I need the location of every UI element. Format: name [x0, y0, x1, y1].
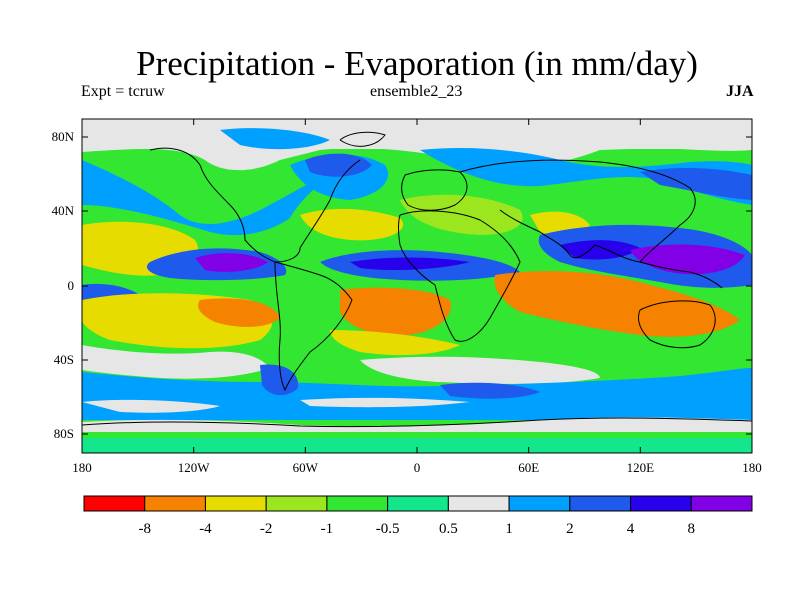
- field-southern-ocean-wet: [82, 368, 752, 420]
- field-southern-indian-wetter: [440, 382, 540, 399]
- lat-label: 40S: [54, 352, 74, 367]
- colorbar-swatch: [690, 495, 753, 512]
- lon-label: 180: [742, 460, 762, 475]
- colorbar-swatch: [447, 495, 510, 512]
- colorbar-label: -4: [199, 521, 212, 537]
- colorbar-label: -8: [138, 521, 151, 537]
- coastline-africa: [398, 210, 521, 342]
- coastline-asia: [459, 159, 696, 263]
- field-itcz-atlantic-peak: [350, 257, 470, 270]
- field-natlantic-wetter: [305, 153, 372, 177]
- field-monsoon-india-peak: [560, 240, 640, 260]
- coastline-europe: [401, 169, 468, 211]
- lon-label: 60W: [293, 460, 319, 475]
- longitude-labels: 180 120W 60W 0 60E 120E 180: [72, 460, 762, 475]
- coastline-antarctica: [82, 417, 752, 428]
- axis-ticks: [81, 119, 753, 453]
- colorbar-label: -1: [321, 521, 334, 537]
- field-southern-neutral-band: [82, 399, 220, 413]
- field-spacific-very-dry: [198, 298, 280, 327]
- colorbar-label: -0.5: [376, 521, 400, 537]
- colorbar-swatch: [204, 495, 267, 512]
- colorbar-swatch: [630, 495, 692, 512]
- experiment-label: Expt = tcruw: [81, 83, 165, 100]
- field-antarctic-rim: [82, 417, 752, 432]
- colorbar: [83, 495, 753, 512]
- colorbar-swatch: [326, 495, 389, 512]
- field-sahara-band: [400, 194, 523, 235]
- colorbar-label: 0.5: [439, 521, 458, 537]
- coastline-north-america: [149, 147, 361, 263]
- field-southern-neutral-west: [82, 345, 270, 379]
- season-label: JJA: [726, 83, 754, 100]
- lat-label: 40N: [52, 203, 75, 218]
- colorbar-label: 4: [627, 521, 635, 537]
- field-southern-chile-wetter: [260, 364, 299, 396]
- field-npacific-wet: [82, 160, 340, 236]
- colorbar-swatch: [265, 495, 328, 512]
- colorbar-label: -2: [260, 521, 273, 537]
- colorbar-label: 8: [688, 521, 696, 537]
- field-eurasia-wet: [420, 148, 752, 205]
- field-npacific-east-wetter: [640, 168, 752, 200]
- field-natlantic-dry: [300, 208, 404, 241]
- colorbar-labels: -8 -4 -2 -1 -0.5 0.5 1 2 4 8: [138, 521, 695, 537]
- field-southern-neutral-mid: [360, 356, 600, 384]
- field-antarctic-interior: [82, 438, 752, 453]
- chart-title: Precipitation - Evaporation (in mm/day): [136, 44, 698, 83]
- coastline-indonesia: [639, 261, 723, 289]
- latitude-labels: 80N 40N 0 40S 80S: [52, 129, 75, 441]
- field-indian-very-dry: [494, 271, 740, 337]
- field-layer: [82, 119, 752, 453]
- coastline-south-america: [274, 261, 353, 392]
- lon-label: 0: [414, 460, 421, 475]
- lon-label: 120W: [178, 460, 211, 475]
- field-satlantic-very-dry: [340, 287, 451, 336]
- coastline-greenland: [339, 131, 386, 147]
- coastlines: [82, 131, 752, 428]
- colorbar-swatch: [387, 495, 449, 512]
- lon-label: 180: [72, 460, 92, 475]
- colorbar-swatch: [569, 495, 632, 512]
- field-itcz-epacific-peak: [195, 253, 268, 272]
- lon-label: 120E: [627, 460, 655, 475]
- colorbar-swatch: [83, 495, 146, 512]
- lat-label: 80N: [52, 129, 75, 144]
- lat-label: 80S: [54, 426, 74, 441]
- colorbar-label: 1: [505, 521, 513, 537]
- lat-label: 0: [68, 278, 75, 293]
- lon-label: 60E: [518, 460, 539, 475]
- colorbar-swatch: [508, 495, 571, 512]
- field-arctic-canada-wet: [220, 128, 330, 150]
- ensemble-label: ensemble2_23: [370, 83, 463, 100]
- colorbar-label: 2: [566, 521, 574, 537]
- field-southern-neutral-band-2: [300, 397, 470, 408]
- coastline-australia: [637, 300, 716, 349]
- colorbar-swatch: [144, 495, 206, 512]
- field-satlantic-dry: [330, 330, 460, 356]
